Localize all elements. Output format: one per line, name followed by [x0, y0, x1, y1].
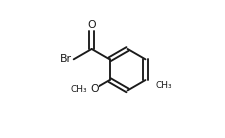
Text: Br: Br: [60, 54, 72, 64]
Text: CH₃: CH₃: [70, 85, 87, 94]
Text: CH₃: CH₃: [155, 81, 172, 90]
Text: O: O: [87, 20, 96, 30]
Text: O: O: [90, 83, 99, 94]
